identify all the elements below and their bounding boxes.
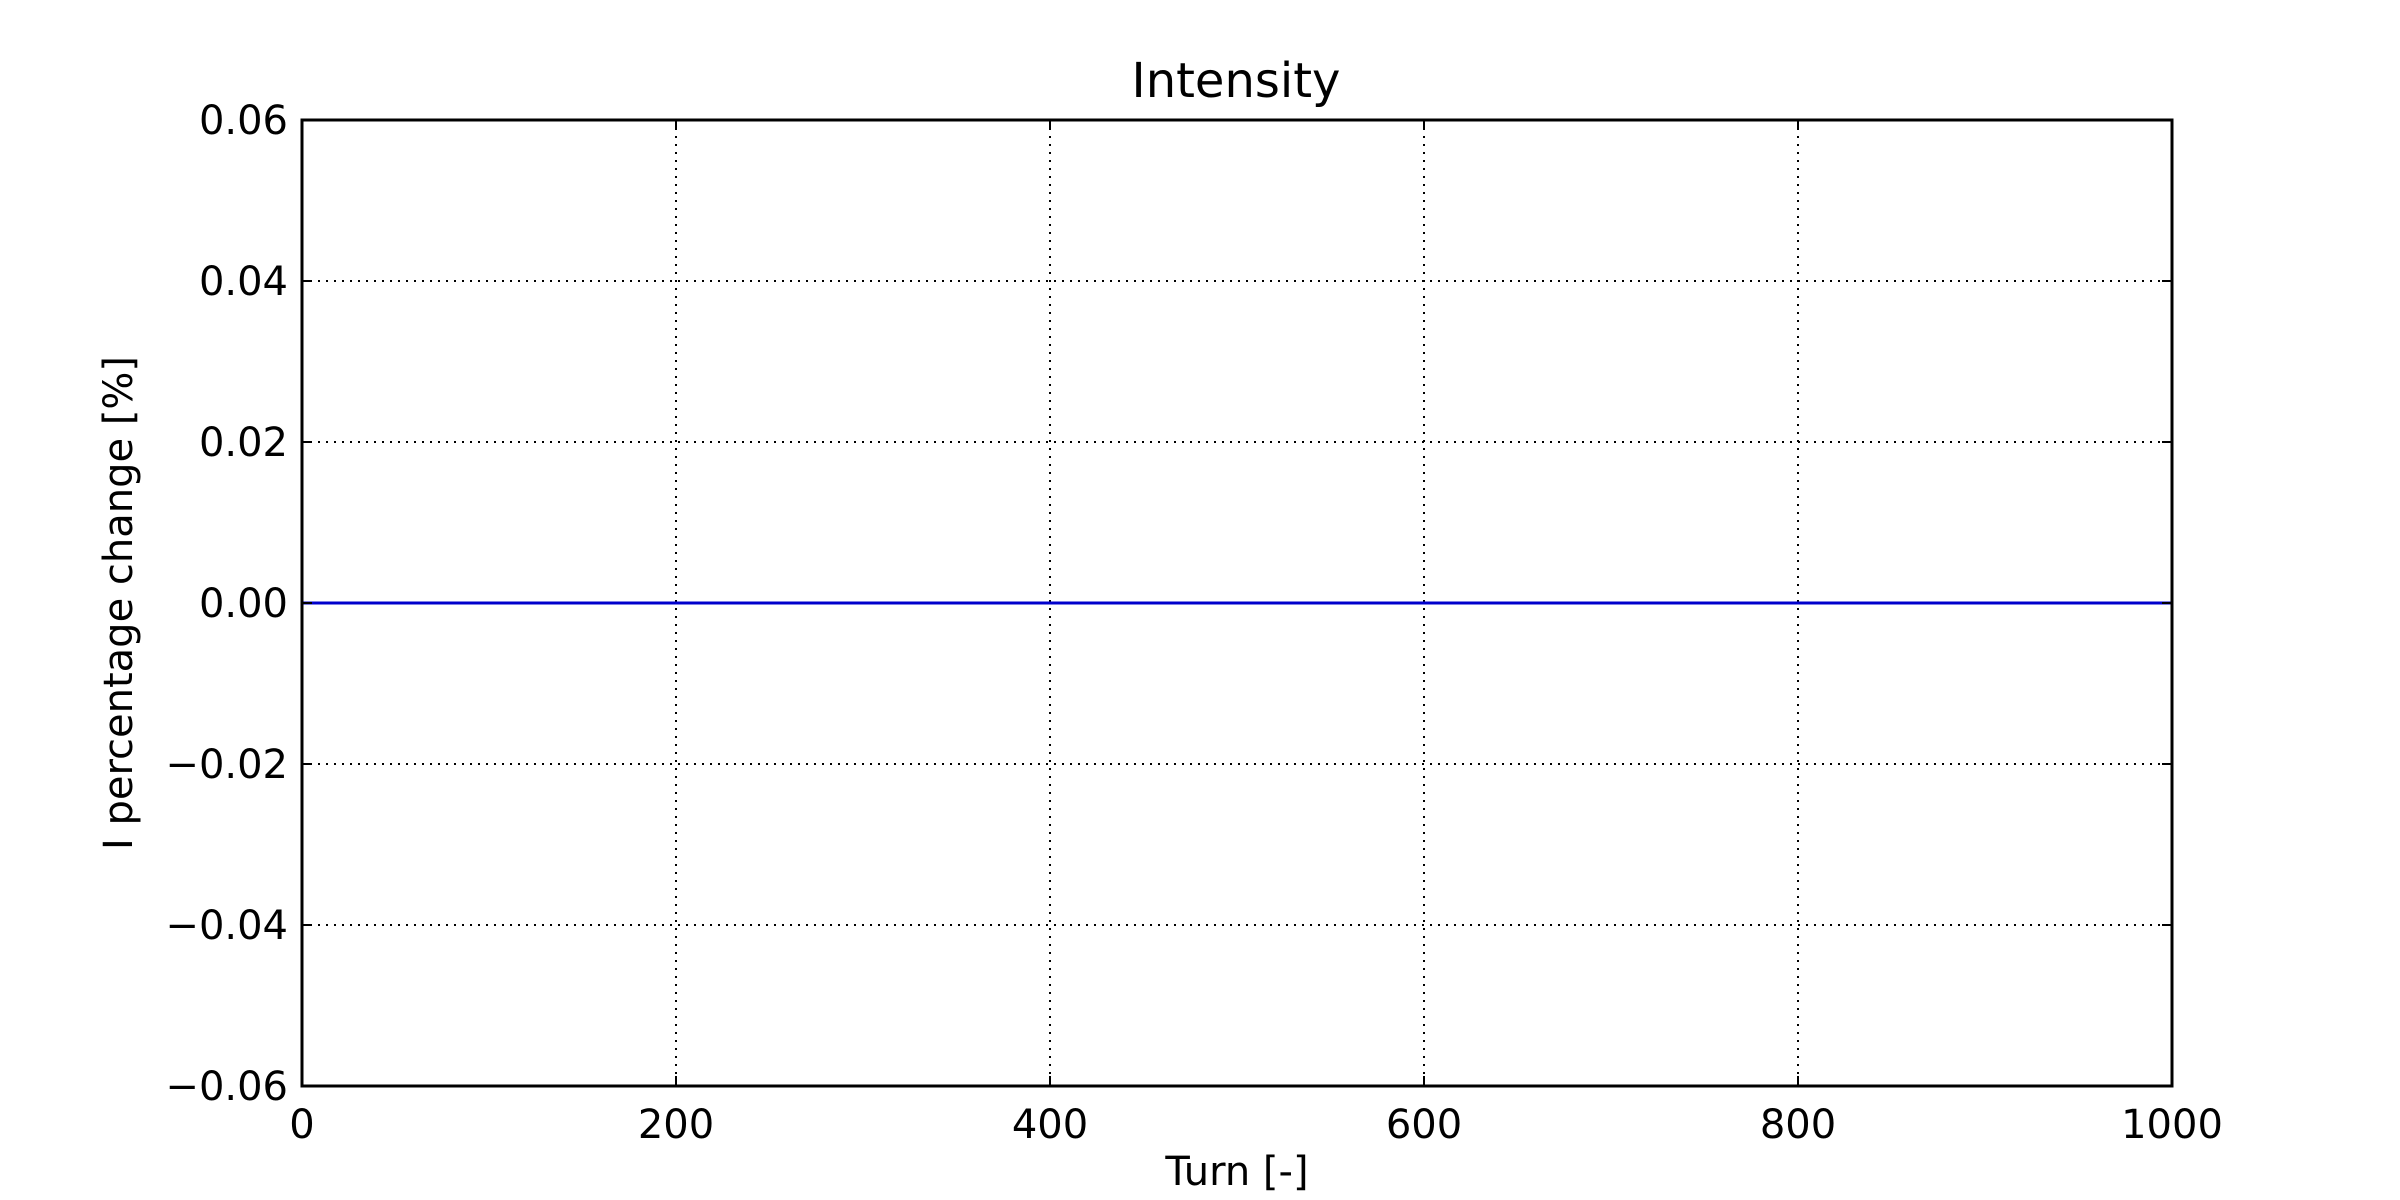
y-tick-label: −0.06 xyxy=(165,1064,288,1110)
y-tick-label: −0.04 xyxy=(165,903,288,949)
x-tick-label: 600 xyxy=(1386,1102,1462,1148)
y-tick-label: 0.04 xyxy=(199,259,288,305)
x-tick-label: 200 xyxy=(638,1102,714,1148)
y-tick-label: −0.02 xyxy=(165,742,288,788)
x-axis-label: Turn [-] xyxy=(1164,1149,1308,1195)
y-tick-label: 0.06 xyxy=(199,98,288,144)
chart-title: Intensity xyxy=(1132,53,1341,109)
y-tick-label: 0.00 xyxy=(199,581,288,627)
x-tick-label: 800 xyxy=(1760,1102,1836,1148)
x-tick-label: 0 xyxy=(289,1102,314,1148)
axis-ticks: 0 200 400 600 800 1000 0.06 0.04 0.02 0.00 −0.02 −0… xyxy=(165,98,2222,1148)
x-tick-label: 1000 xyxy=(2121,1102,2223,1148)
y-tick-label: 0.02 xyxy=(199,420,288,466)
y-axis-label: I percentage change [%] xyxy=(96,356,142,850)
x-tick-label: 400 xyxy=(1012,1102,1088,1148)
